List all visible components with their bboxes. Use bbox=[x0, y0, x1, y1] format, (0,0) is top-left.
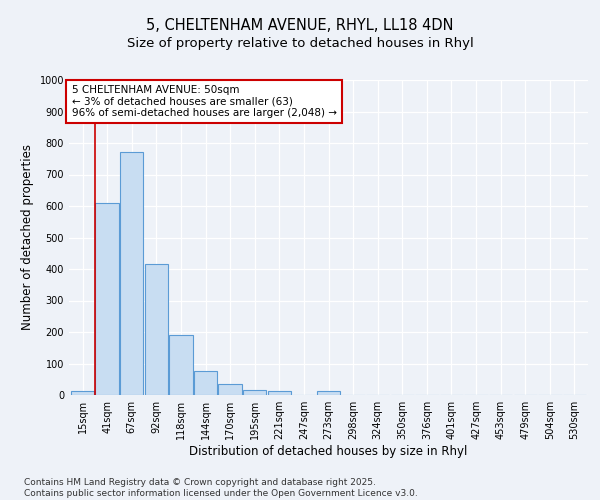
Bar bbox=[194, 372, 217, 395]
Bar bbox=[145, 264, 168, 395]
Bar bbox=[120, 152, 143, 395]
Y-axis label: Number of detached properties: Number of detached properties bbox=[21, 144, 34, 330]
Bar bbox=[268, 391, 291, 395]
Text: 5 CHELTENHAM AVENUE: 50sqm
← 3% of detached houses are smaller (63)
96% of semi-: 5 CHELTENHAM AVENUE: 50sqm ← 3% of detac… bbox=[71, 84, 337, 118]
Text: 5, CHELTENHAM AVENUE, RHYL, LL18 4DN: 5, CHELTENHAM AVENUE, RHYL, LL18 4DN bbox=[146, 18, 454, 32]
Text: Contains HM Land Registry data © Crown copyright and database right 2025.
Contai: Contains HM Land Registry data © Crown c… bbox=[24, 478, 418, 498]
Bar bbox=[169, 335, 193, 395]
Bar bbox=[243, 390, 266, 395]
Bar bbox=[317, 391, 340, 395]
Text: Size of property relative to detached houses in Rhyl: Size of property relative to detached ho… bbox=[127, 38, 473, 51]
Bar bbox=[71, 391, 94, 395]
Bar bbox=[95, 204, 119, 395]
X-axis label: Distribution of detached houses by size in Rhyl: Distribution of detached houses by size … bbox=[190, 445, 467, 458]
Bar bbox=[218, 384, 242, 395]
